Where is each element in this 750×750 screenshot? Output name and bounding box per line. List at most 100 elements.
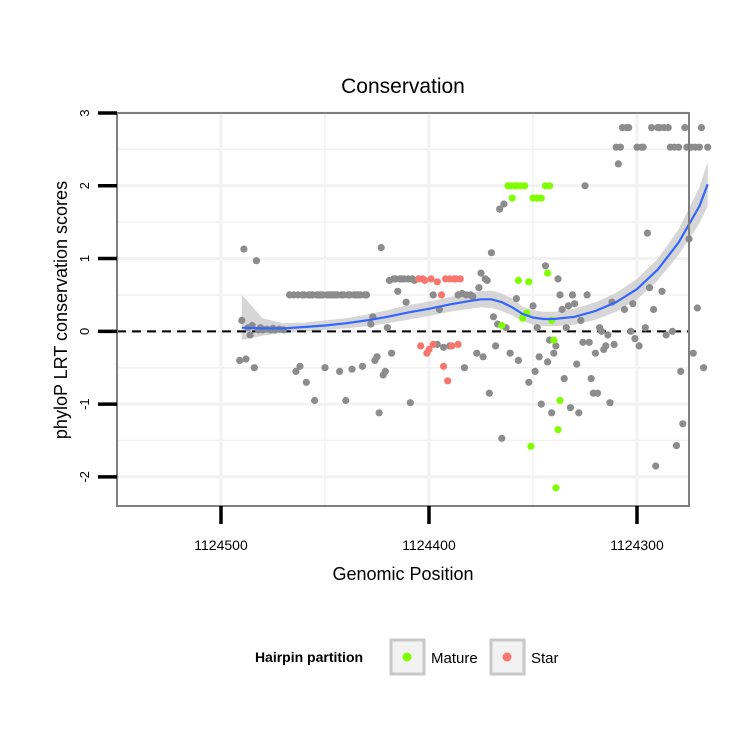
- data-point-other: [620, 305, 629, 314]
- data-point-other: [406, 399, 414, 407]
- data-point-star: [454, 340, 462, 348]
- data-point-other: [560, 375, 568, 383]
- y-tick-label: -2: [77, 471, 92, 483]
- data-point-other: [487, 249, 495, 257]
- data-point-other: [568, 291, 577, 299]
- data-point-other: [556, 291, 564, 299]
- data-point-star: [433, 278, 441, 286]
- legend-title: Hairpin partition: [255, 649, 363, 665]
- data-point-other: [477, 269, 485, 277]
- data-point-star: [437, 291, 446, 299]
- data-point-other: [375, 409, 383, 417]
- data-point-other: [358, 362, 366, 370]
- data-point-other: [554, 275, 562, 283]
- data-point-other: [381, 367, 389, 375]
- plot-panel-border: [116, 112, 690, 507]
- data-point-other: [704, 143, 712, 151]
- data-point-other: [460, 364, 468, 372]
- data-point-other: [240, 245, 248, 253]
- data-point-other: [388, 349, 396, 357]
- data-point-mature: [554, 426, 562, 434]
- data-point-other: [525, 378, 533, 386]
- data-point-other: [579, 338, 587, 346]
- data-point-other: [250, 364, 258, 372]
- data-point-other: [552, 342, 560, 350]
- data-point-other: [697, 124, 706, 132]
- data-point-other: [614, 160, 622, 168]
- data-point-other: [535, 353, 543, 361]
- y-tick-label: 1: [77, 255, 92, 262]
- data-point-star: [448, 342, 456, 350]
- data-point-other: [577, 316, 585, 324]
- data-point-other: [548, 409, 556, 417]
- data-point-mature: [525, 278, 533, 286]
- data-point-star: [417, 342, 425, 350]
- data-point-other: [648, 124, 656, 132]
- x-tick-label: 1124300: [610, 537, 664, 553]
- data-point-other: [658, 287, 666, 295]
- data-point-other: [336, 367, 344, 375]
- data-point-star: [429, 340, 437, 348]
- data-point-other: [473, 349, 481, 357]
- data-point-other: [643, 229, 652, 237]
- data-point-other: [604, 331, 612, 339]
- data-point-other: [506, 349, 514, 357]
- data-point-other: [236, 356, 244, 364]
- data-point-other: [610, 340, 618, 348]
- data-point-other: [558, 305, 566, 314]
- data-point-other: [616, 143, 625, 151]
- data-point-mature: [544, 269, 552, 277]
- data-point-other: [693, 304, 701, 312]
- data-point-other: [429, 291, 437, 299]
- data-point-star: [440, 362, 448, 370]
- legend-dot-star: [502, 652, 512, 662]
- data-point-other: [641, 324, 649, 332]
- data-point-other: [342, 396, 350, 405]
- data-point-mature: [498, 321, 506, 330]
- data-point-other: [367, 320, 375, 328]
- data-point-other: [252, 257, 260, 265]
- data-point-other: [531, 367, 539, 375]
- data-point-other: [512, 295, 521, 303]
- data-point-other: [537, 400, 545, 408]
- data-point-star: [456, 275, 464, 283]
- data-point-mature: [552, 484, 560, 492]
- data-point-other: [564, 302, 573, 310]
- y-tick-label: 2: [77, 182, 92, 189]
- data-point-star: [425, 345, 433, 354]
- data-point-other: [679, 420, 687, 428]
- data-point-mature: [556, 396, 564, 405]
- data-point-other: [483, 276, 491, 284]
- data-point-other: [492, 342, 500, 350]
- data-point-other: [377, 244, 385, 252]
- data-point-mature: [546, 182, 554, 190]
- data-point-other: [629, 300, 637, 308]
- data-point-other: [311, 396, 319, 405]
- data-point-other: [373, 353, 381, 361]
- data-point-other: [475, 284, 483, 292]
- data-point-other: [635, 342, 643, 350]
- data-point-mature: [519, 314, 527, 322]
- data-point-other: [668, 327, 677, 335]
- data-point-other: [402, 298, 410, 306]
- data-point-other: [479, 353, 487, 361]
- y-tick-label: -1: [77, 398, 92, 410]
- data-point-other: [598, 327, 606, 335]
- data-point-mature: [514, 276, 523, 284]
- smooth-trend-line: [241, 183, 709, 330]
- data-point-other: [485, 389, 493, 397]
- data-point-other: [498, 434, 506, 442]
- x-axis-label: Genomic Position: [332, 564, 473, 584]
- data-point-mature: [521, 182, 529, 190]
- legend-label-mature: Mature: [431, 650, 478, 667]
- data-point-other: [695, 143, 704, 151]
- data-point-other: [302, 378, 310, 386]
- legend-key-mature: [389, 638, 426, 676]
- data-point-other: [529, 302, 537, 310]
- data-point-other: [585, 338, 593, 346]
- data-point-other: [587, 375, 595, 383]
- legend-label-star: Star: [531, 650, 559, 667]
- data-point-other: [593, 389, 602, 397]
- data-point-other: [348, 365, 356, 373]
- data-points: [236, 124, 712, 492]
